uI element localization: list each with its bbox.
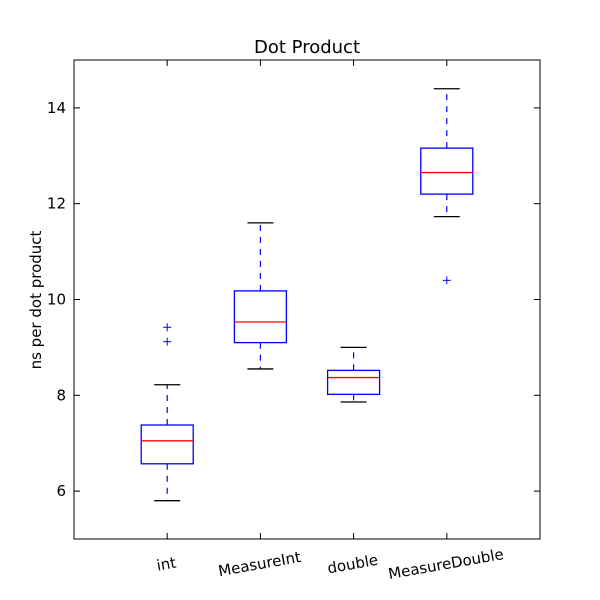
box-iqr: [140, 424, 194, 465]
outlier-point: [163, 323, 172, 332]
boxes-group: [140, 88, 474, 502]
x-tick-label: MeasureInt: [217, 548, 303, 580]
box-measuredouble: [420, 88, 474, 285]
y-tick-label: 8: [56, 386, 66, 404]
y-axis-label: ns per dot product: [27, 230, 45, 369]
outlier-point: [163, 337, 172, 346]
box-int: [140, 323, 194, 502]
x-tick-label: MeasureDouble: [387, 545, 505, 583]
x-tick-label: int: [155, 553, 178, 574]
y-axis: 6 8 10 12 14: [47, 99, 540, 500]
y-tick-label: 12: [47, 195, 66, 213]
outlier-point: [442, 276, 451, 285]
box-double: [326, 346, 381, 403]
x-tick-label: double: [326, 551, 379, 578]
y-tick-label: 6: [56, 482, 66, 500]
box-iqr: [233, 290, 288, 344]
box-measureint: [233, 222, 288, 370]
y-tick-label: 14: [47, 99, 66, 117]
chart-title: Dot Product: [254, 37, 360, 58]
plot-area: [73, 59, 541, 540]
x-axis: int MeasureInt double MeasureDouble: [155, 60, 505, 583]
box-iqr: [420, 147, 474, 195]
box-iqr: [326, 369, 381, 395]
y-tick-label: 10: [47, 291, 66, 309]
